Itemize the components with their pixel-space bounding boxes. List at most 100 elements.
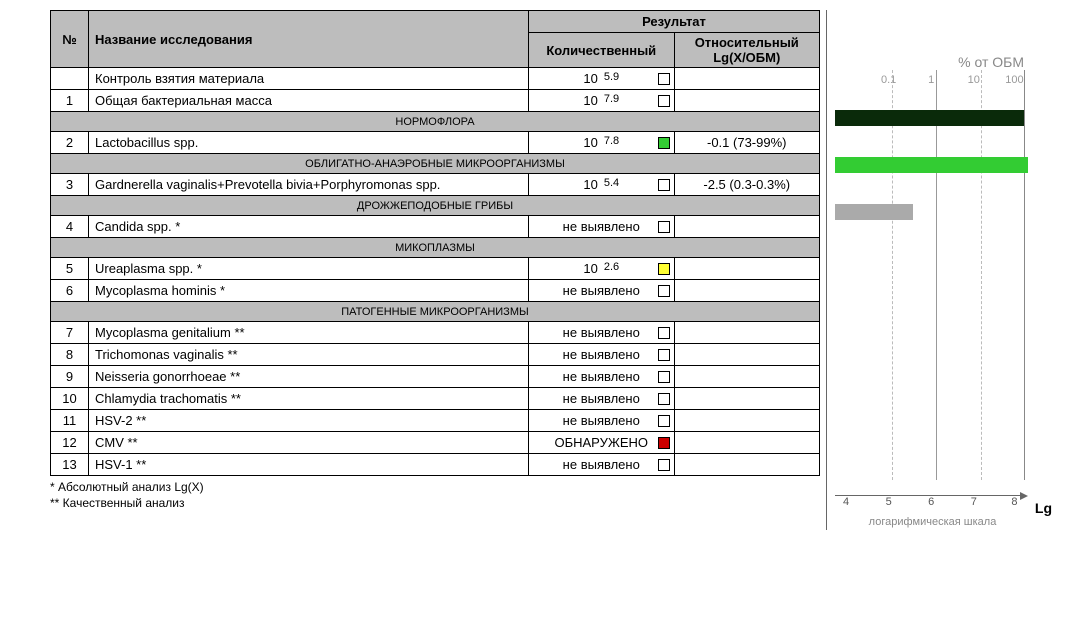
header-rel: Относительный Lg(X/ОБМ) [674,33,820,68]
section-title: ПАТОГЕННЫЕ МИКРООРГАНИЗМЫ [51,302,820,322]
row-relative [674,344,820,366]
chart-top-ticks: 0.1110100 [835,74,1020,90]
status-marker [658,459,670,471]
row-name: Chlamydia trachomatis ** [89,388,529,410]
row-number [51,68,89,90]
table-row: 9Neisseria gonorrhoeae **не выявлено [51,366,820,388]
bot-tick: 8 [1011,496,1017,508]
row-quant: не выявлено [529,216,675,238]
header-result: Результат [529,11,820,33]
chart-bar [835,157,1028,173]
header-name: Название исследования [89,11,529,68]
section-title: НОРМОФЛОРА [51,112,820,132]
table-row: 2Lactobacillus spp. 10 7.8 -0.1 (73-99%) [51,132,820,154]
row-name: Neisseria gonorrhoeae ** [89,366,529,388]
row-name: HSV-1 ** [89,454,529,476]
row-relative [674,432,820,454]
status-marker [658,415,670,427]
section-header: ПАТОГЕННЫЕ МИКРООРГАНИЗМЫ [51,302,820,322]
row-number: 2 [51,132,89,154]
row-number: 11 [51,410,89,432]
section-header: ДРОЖЖЕПОДОБНЫЕ ГРИБЫ [51,196,820,216]
row-quant: 105.9 [529,68,675,90]
row-name: Mycoplasma hominis * [89,280,529,302]
row-relative [674,388,820,410]
status-marker [658,327,670,339]
results-table-area: № Название исследования Результат Количе… [50,10,820,511]
footnote-1: * Абсолютный анализ Lg(X) [50,480,820,496]
section-header: НОРМОФЛОРА [51,112,820,132]
chart-bot-label: логарифмическая шкала [835,516,1030,528]
row-name: Контроль взятия материала [89,68,529,90]
row-number: 9 [51,366,89,388]
header-quant: Количественный [529,33,675,68]
quant-text: ОБНАРУЖЕНО [554,435,648,450]
row-number: 12 [51,432,89,454]
row-quant: не выявлено [529,388,675,410]
row-relative [674,90,820,112]
row-name: Общая бактериальная масса [89,90,529,112]
quant-text: не выявлено [563,457,640,472]
row-number: 7 [51,322,89,344]
table-row: Контроль взятия материала105.9 [51,68,820,90]
row-quant: не выявлено [529,344,675,366]
quant-base: 10 [583,261,597,276]
chart-bar [835,110,1024,126]
table-row: 10Chlamydia trachomatis **не выявлено [51,388,820,410]
top-tick: 0.1 [881,74,896,86]
quant-exp: 7.8 [604,135,619,147]
row-number: 1 [51,90,89,112]
status-marker [658,95,670,107]
table-row: 13HSV-1 **не выявлено [51,454,820,476]
quant-exp: 5.4 [604,177,619,189]
bot-tick: 6 [928,496,934,508]
row-number: 5 [51,258,89,280]
quant-text: не выявлено [563,391,640,406]
row-quant: не выявлено [529,280,675,302]
quant-exp: 2.6 [604,261,619,273]
status-marker [658,137,670,149]
row-name: Gardnerella vaginalis+Prevotella bivia+P… [89,174,529,196]
row-number: 6 [51,280,89,302]
gridline [1024,70,1025,480]
status-marker [658,263,670,275]
row-relative: -0.1 (73-99%) [674,132,820,154]
row-name: HSV-2 ** [89,410,529,432]
row-quant: ОБНАРУЖЕНО [529,432,675,454]
gridline-main [936,70,937,480]
quant-text: не выявлено [563,413,640,428]
quant-text: не выявлено [563,219,640,234]
table-row: 3Gardnerella vaginalis+Prevotella bivia+… [51,174,820,196]
status-marker [658,179,670,191]
quant-text: не выявлено [563,347,640,362]
row-quant: не выявлено [529,410,675,432]
status-marker [658,349,670,361]
header-num: № [51,11,89,68]
chart-lg-label: Lg [1035,500,1052,516]
table-row: 7Mycoplasma genitalium **не выявлено [51,322,820,344]
table-row: 4Candida spp. * не выявлено [51,216,820,238]
status-marker [658,371,670,383]
chart-pct-label: % от ОБМ [958,54,1024,70]
quant-exp: 7.9 [604,93,619,105]
row-relative [674,366,820,388]
bot-tick: 5 [886,496,892,508]
row-name: CMV ** [89,432,529,454]
row-number: 4 [51,216,89,238]
gridline [981,70,982,480]
row-relative [674,68,820,90]
quant-base: 10 [583,93,597,108]
quant-text: не выявлено [563,283,640,298]
row-name: Ureaplasma spp. * [89,258,529,280]
row-number: 8 [51,344,89,366]
status-marker [658,437,670,449]
row-relative [674,410,820,432]
section-title: ДРОЖЖЕПОДОБНЫЕ ГРИБЫ [51,196,820,216]
quant-base: 10 [583,135,597,150]
row-name: Candida spp. * [89,216,529,238]
row-quant: 105.4 [529,174,675,196]
row-name: Lactobacillus spp. [89,132,529,154]
bot-tick: 4 [843,496,849,508]
row-number: 3 [51,174,89,196]
table-row: 5Ureaplasma spp. * 10 2.6 [51,258,820,280]
